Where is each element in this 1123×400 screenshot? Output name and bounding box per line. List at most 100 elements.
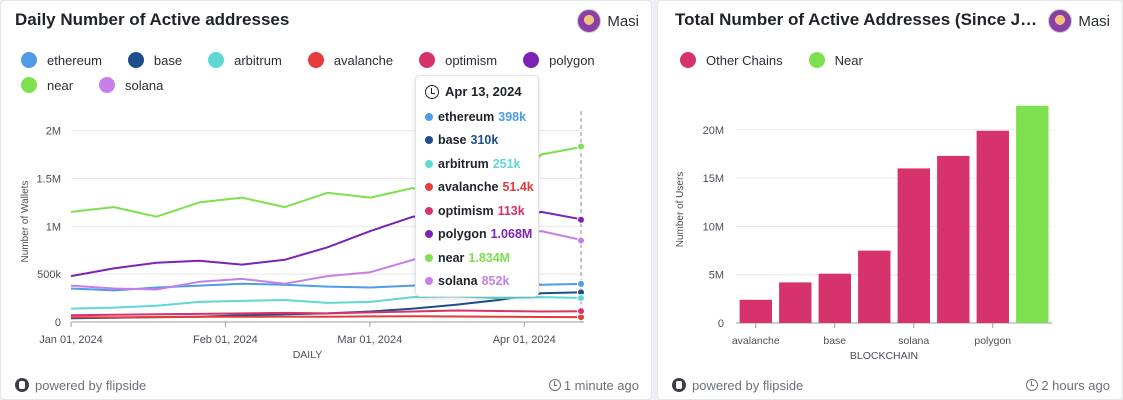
- bar-chart[interactable]: 0 5M 10M 15M 20M avalanche base solana polygon BL…: [658, 1, 1123, 373]
- y-axis-label: Number of Users: [675, 172, 686, 248]
- powered-by[interactable]: powered by flipside: [15, 378, 146, 393]
- tooltip-series-value: 113k: [497, 203, 525, 218]
- refresh-clock-icon: [1026, 379, 1039, 391]
- user-chip[interactable]: Masi: [577, 9, 639, 33]
- line-chart[interactable]: 0 500k 1M 1.5M 2M Jan 01, 2024 Feb 01, 2024 Mar…: [1, 1, 653, 373]
- chart-tooltip: Apr 13, 2024 ethereum 398k base 310k arbitru…: [415, 75, 539, 297]
- bar-arbitrum[interactable]: [779, 282, 812, 323]
- last-updated: 2 hours ago: [1026, 378, 1110, 393]
- tooltip-series-name: solana: [438, 274, 478, 289]
- legend-label: ethereum: [47, 52, 102, 68]
- legend-item-near[interactable]: Near: [808, 52, 863, 68]
- x-tick-label: polygon: [974, 335, 1011, 347]
- legend-swatch: [21, 77, 37, 93]
- legend-label: base: [153, 52, 183, 68]
- bar-base[interactable]: [818, 273, 851, 323]
- tooltip-series-name: avalanche: [438, 180, 499, 195]
- legend-label: arbitrum: [234, 52, 282, 68]
- y-tick-label: 20M: [703, 125, 724, 137]
- bar-optimism[interactable]: [858, 250, 891, 323]
- tooltip-rows: ethereum 398k base 310k arbitrum 251k avalanch…: [425, 105, 534, 293]
- tooltip-row-arbitrum: arbitrum 251k: [425, 152, 529, 176]
- legend-label: Other Chains: [706, 52, 783, 68]
- bar-solana[interactable]: [897, 168, 930, 323]
- x-tick-label: base: [823, 335, 846, 347]
- tooltip-series-value: 51.4k: [502, 180, 534, 195]
- legend-label: near: [47, 77, 74, 93]
- legend-item-avalanche[interactable]: avalanche: [307, 52, 394, 68]
- legend-swatch: [99, 77, 116, 93]
- legend-swatch: [21, 52, 37, 68]
- flipside-logo-icon: [672, 378, 686, 392]
- powered-by[interactable]: powered by flipside: [672, 378, 803, 393]
- series-line-arbitrum[interactable]: [70, 295, 585, 310]
- tooltip-swatch: [425, 253, 433, 262]
- user-name: Masi: [1078, 12, 1110, 30]
- updated-label: 1 minute ago: [563, 377, 639, 393]
- y-tick-label: 500k: [37, 269, 61, 281]
- tooltip-series-value: 398k: [498, 109, 527, 124]
- legend-swatch: [307, 52, 324, 68]
- legend-item-optimism[interactable]: optimism: [419, 52, 497, 68]
- y-tick-label: 15M: [703, 173, 724, 185]
- legend-item-ethereum[interactable]: ethereum: [21, 52, 102, 68]
- x-tick-label: Mar 01, 2024: [337, 334, 402, 346]
- legend-label: avalanche: [333, 52, 394, 68]
- x-tick-label: solana: [898, 335, 929, 347]
- tooltip-swatch: [425, 136, 433, 145]
- bar-ethereum[interactable]: [937, 155, 970, 323]
- legend-swatch: [680, 52, 696, 68]
- tooltip-swatch: [425, 112, 433, 121]
- legend-label: solana: [125, 77, 164, 93]
- series-line-avalanche[interactable]: [70, 315, 585, 319]
- legend-item-base[interactable]: base: [127, 52, 183, 68]
- tooltip-date: Apr 13, 2024: [445, 84, 522, 99]
- legend-label: Near: [834, 52, 863, 68]
- y-axis-label: Number of Wallets: [20, 181, 31, 263]
- hover-point-ethereum: [577, 279, 585, 288]
- tooltip-row-polygon: polygon 1.068M: [425, 223, 532, 247]
- daily-active-addresses-panel: Daily Number of Active addresses Masi et…: [0, 0, 652, 400]
- legend-swatch: [208, 52, 225, 68]
- tooltip-row-ethereum: ethereum 398k: [425, 105, 529, 129]
- user-name: Masi: [607, 12, 639, 30]
- y-tick-label: 1.5M: [37, 173, 61, 185]
- tooltip-series-name: arbitrum: [438, 156, 489, 171]
- tooltip-series-value: 1.834M: [468, 250, 511, 265]
- tooltip-swatch: [425, 159, 433, 168]
- bar-avalanche[interactable]: [739, 299, 772, 323]
- legend-item-solana[interactable]: solana: [99, 77, 163, 93]
- x-axis-label: DAILY: [293, 349, 323, 361]
- tooltip-series-value: 1.068M: [490, 227, 533, 242]
- legend-item-polygon[interactable]: polygon: [523, 52, 595, 68]
- bar-near[interactable]: [1016, 105, 1049, 323]
- user-chip[interactable]: Masi: [1048, 9, 1110, 33]
- tooltip-series-name: ethereum: [438, 109, 495, 124]
- x-tick-label: Feb 01, 2024: [193, 334, 258, 346]
- x-tick-label: Jan 01, 2024: [39, 334, 103, 346]
- legend-label: polygon: [549, 52, 595, 68]
- tooltip-series-name: near: [438, 250, 465, 265]
- y-tick-label: 0: [55, 317, 61, 329]
- hover-point-near: [577, 142, 585, 151]
- tooltip-row-optimism: optimism 113k: [425, 199, 529, 223]
- panel-footer: powered by flipside 2 hours ago: [672, 375, 1110, 395]
- tooltip-series-value: 251k: [492, 156, 521, 171]
- clock-icon: [425, 84, 439, 99]
- legend-label: optimism: [445, 52, 498, 68]
- y-tick-label: 0: [718, 318, 724, 330]
- hover-point-solana: [577, 236, 585, 245]
- panel-footer: powered by flipside 1 minute ago: [15, 375, 639, 395]
- legend-swatch: [523, 52, 540, 68]
- legend-item-arbitrum[interactable]: arbitrum: [208, 52, 282, 68]
- legend-item-near[interactable]: near: [21, 77, 73, 93]
- avatar: [1048, 9, 1073, 33]
- series-line-optimism[interactable]: [70, 309, 585, 317]
- x-axis-label: BLOCKCHAIN: [850, 350, 918, 362]
- avatar: [577, 9, 602, 33]
- bar-polygon[interactable]: [976, 130, 1009, 323]
- legend-swatch: [127, 52, 144, 68]
- legend-item-other-chains[interactable]: Other Chains: [680, 52, 783, 68]
- hover-point-optimism: [577, 307, 585, 316]
- tooltip-series-value: 310k: [470, 133, 499, 148]
